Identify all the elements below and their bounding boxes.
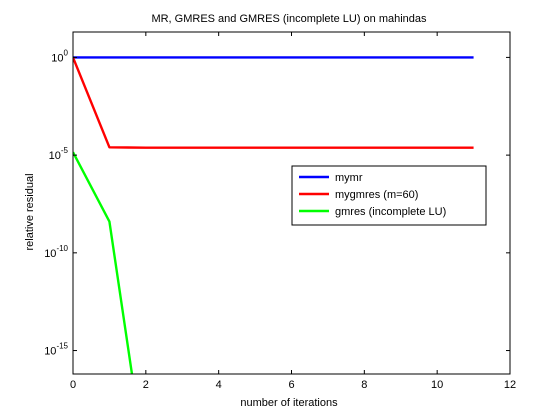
x-tick-label: 4 xyxy=(216,379,222,391)
legend-label-3: gmres (incomplete LU) xyxy=(335,206,446,218)
series-line-2 xyxy=(73,56,474,149)
y-tick-label: 10-5 xyxy=(49,146,69,162)
y-tick-exponent: -5 xyxy=(61,146,69,155)
x-tick-label: 0 xyxy=(70,379,76,391)
x-tick-label: 8 xyxy=(361,379,367,391)
plot-area xyxy=(72,31,511,375)
y-tick-label: 100 xyxy=(51,48,68,64)
y-tick-label: 10-15 xyxy=(44,342,68,358)
ticks-layer xyxy=(72,32,511,374)
y-tick-exponent: -10 xyxy=(56,244,68,253)
x-tick-labels: 0 2 4 6 8 10 12 xyxy=(70,379,516,391)
x-tick-label: 2 xyxy=(143,379,149,391)
y-tick-exponent: -15 xyxy=(56,342,68,351)
x-tick-label: 6 xyxy=(288,379,294,391)
y-tick-base: 10 xyxy=(51,52,63,64)
axes-frame xyxy=(72,31,511,375)
x-axis-label: number of iterations xyxy=(240,397,338,409)
y-tick-base: 10 xyxy=(44,248,56,260)
series-line-3 xyxy=(73,151,134,374)
chart-title: MR, GMRES and GMRES (incomplete LU) on m… xyxy=(151,13,427,25)
y-tick-base: 10 xyxy=(49,150,61,162)
y-tick-label: 10-10 xyxy=(44,244,68,260)
series-layer xyxy=(73,56,474,374)
legend-label-1: mymr xyxy=(335,172,363,184)
x-tick-label: 10 xyxy=(431,379,443,391)
y-axis-label: relative residual xyxy=(24,173,36,250)
legend-label-2: mygmres (m=60) xyxy=(335,189,418,201)
x-tick-label: 12 xyxy=(504,379,516,391)
y-tick-base: 10 xyxy=(44,346,56,358)
y-tick-exponent: 0 xyxy=(64,48,69,57)
legend: mymr mygmres (m=60) gmres (incomplete LU) xyxy=(291,165,487,226)
